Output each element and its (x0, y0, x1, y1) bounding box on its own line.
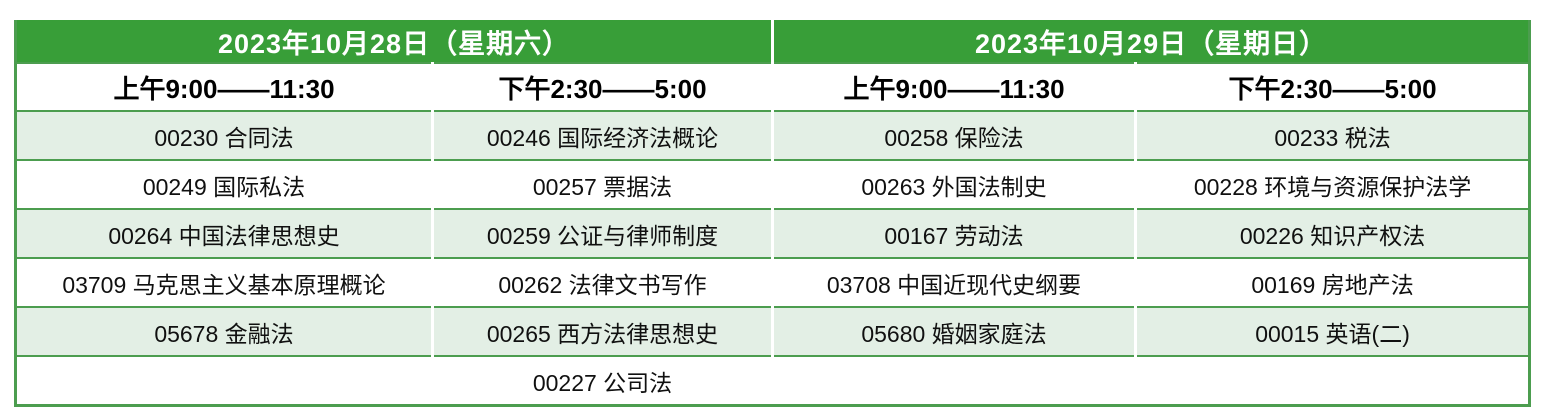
exam-cell: 00262 法律文书写作 (432, 257, 775, 307)
exam-cell: 00226 知识产权法 (1135, 208, 1532, 258)
exam-cell: 00230 合同法 (14, 110, 434, 160)
table-row: 00249 国际私法 00257 票据法 00263 外国法制史 00228 环… (14, 159, 1532, 209)
exam-cell: 00167 劳动法 (772, 208, 1138, 258)
exam-cell: 00228 环境与资源保护法学 (1135, 159, 1532, 209)
exam-cell-empty (772, 355, 1138, 407)
exam-cell: 00259 公证与律师制度 (432, 208, 775, 258)
table-row: 00227 公司法 (14, 355, 1532, 407)
exam-cell: 03708 中国近现代史纲要 (772, 257, 1138, 307)
exam-cell: 00015 英语(二) (1135, 306, 1532, 356)
time-header-sun-afternoon: 下午2:30——5:00 (1135, 62, 1532, 111)
exam-cell: 00265 西方法律思想史 (432, 306, 775, 356)
time-header-sat-afternoon: 下午2:30——5:00 (432, 62, 775, 111)
exam-cell: 00169 房地产法 (1135, 257, 1532, 307)
time-header-sun-morning: 上午9:00——11:30 (772, 62, 1138, 111)
table-row: 03709 马克思主义基本原理概论 00262 法律文书写作 03708 中国近… (14, 257, 1532, 307)
exam-cell: 00263 外国法制史 (772, 159, 1138, 209)
exam-cell: 00246 国际经济法概论 (432, 110, 775, 160)
exam-schedule-table-wrapper: 2023年10月28日（星期六） 2023年10月29日（星期日） 上午9:00… (13, 20, 1532, 407)
day-header-saturday: 2023年10月28日（星期六） (13, 20, 775, 63)
time-header-row: 上午9:00——11:30 下午2:30——5:00 上午9:00——11:30… (14, 62, 1532, 111)
table-row: 00230 合同法 00246 国际经济法概论 00258 保险法 00233 … (14, 110, 1532, 160)
exam-cell-empty (14, 355, 434, 407)
exam-cell: 05680 婚姻家庭法 (772, 306, 1138, 356)
exam-cell: 00227 公司法 (432, 355, 775, 407)
exam-schedule-table: 2023年10月28日（星期六） 2023年10月29日（星期日） 上午9:00… (13, 20, 1532, 407)
day-header-row: 2023年10月28日（星期六） 2023年10月29日（星期日） (13, 20, 1532, 63)
exam-cell: 00264 中国法律思想史 (14, 208, 434, 258)
exam-cell: 00258 保险法 (772, 110, 1138, 160)
time-header-sat-morning: 上午9:00——11:30 (14, 62, 434, 111)
exam-cell: 03709 马克思主义基本原理概论 (14, 257, 434, 307)
exam-cell: 00249 国际私法 (14, 159, 434, 209)
exam-cell: 05678 金融法 (14, 306, 434, 356)
table-row: 05678 金融法 00265 西方法律思想史 05680 婚姻家庭法 0001… (14, 306, 1532, 356)
exam-cell: 00257 票据法 (432, 159, 775, 209)
day-header-sunday: 2023年10月29日（星期日） (772, 20, 1532, 63)
exam-cell: 00233 税法 (1135, 110, 1532, 160)
table-row: 00264 中国法律思想史 00259 公证与律师制度 00167 劳动法 00… (14, 208, 1532, 258)
exam-cell-empty (1135, 355, 1532, 407)
